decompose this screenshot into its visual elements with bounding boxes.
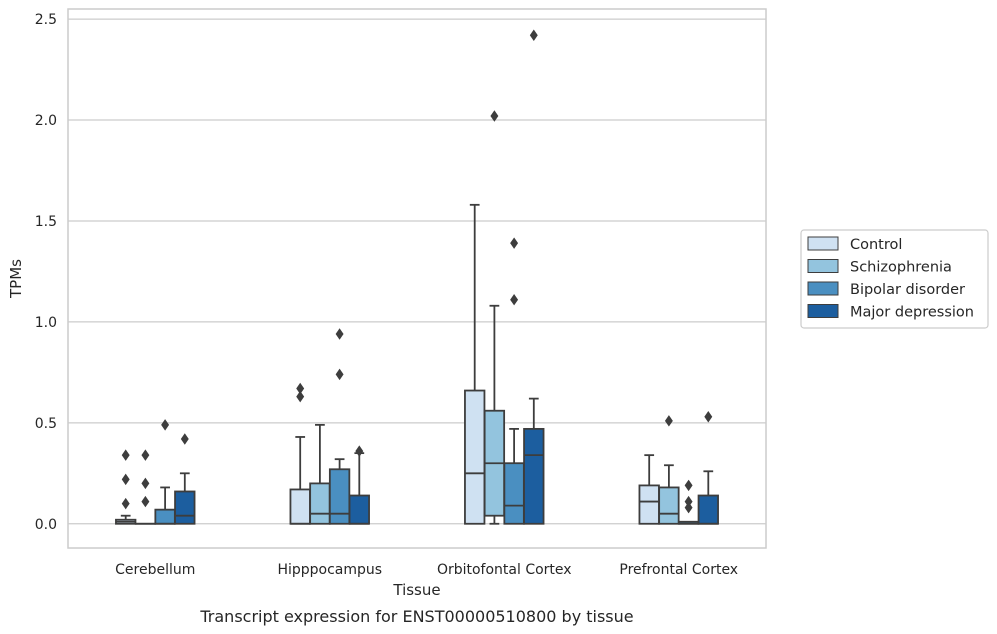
outlier-point [529, 29, 538, 41]
outlier-point [296, 382, 305, 395]
legend-label: Schizophrenia [850, 260, 952, 276]
outlier-point [121, 497, 130, 510]
box-group [289, 328, 370, 525]
box [348, 494, 370, 525]
legend-swatch [807, 304, 839, 318]
y-tick-label: 0.0 [35, 517, 57, 533]
box [328, 468, 351, 525]
x-tick-label: Prefrontal Cortex [619, 562, 738, 578]
outlier-point [180, 433, 189, 445]
y-tick-labels: 0.0 0.5 1.0 1.5 2.0 2.5 [35, 12, 57, 533]
box [523, 427, 545, 525]
outlier-point [684, 479, 693, 492]
box [154, 508, 176, 525]
outlier-point [510, 237, 519, 249]
outlier-point [684, 495, 693, 508]
x-tick-label: Orbitofontal Cortex [437, 562, 572, 578]
y-tick-label: 0.5 [35, 416, 57, 432]
outlier-point [355, 445, 364, 457]
x-axis-label: Tissue [392, 581, 440, 599]
outlier-point [704, 411, 713, 423]
box-group [638, 411, 719, 525]
outlier-point [490, 110, 499, 122]
box [309, 482, 331, 525]
y-tick-label: 2.0 [35, 113, 57, 129]
outlier-point [141, 495, 150, 508]
legend-label: Major depression [850, 305, 974, 321]
outlier-point [510, 293, 519, 306]
y-axis-label: TPMs [7, 259, 25, 299]
box [658, 486, 680, 525]
box [638, 484, 660, 525]
legend-swatch [807, 236, 839, 251]
outlier-point [141, 449, 150, 461]
box [289, 488, 311, 525]
box-group [115, 419, 196, 525]
outlier-point [664, 415, 673, 427]
x-tick-label: Hipppocampus [277, 562, 382, 578]
legend-frame [800, 229, 989, 329]
outlier-point [296, 390, 305, 403]
legend-label: Control [850, 237, 902, 253]
legend-label: Bipolar disorder [850, 282, 965, 298]
outlier-point [141, 477, 150, 490]
box [503, 462, 525, 525]
y-tick-label: 2.5 [35, 12, 57, 28]
outlier-point [121, 449, 130, 461]
x-tick-labels: Cerebellum Hipppocampus Orbitofontal Corte… [115, 562, 738, 578]
x-tick-label: Cerebellum [115, 562, 195, 578]
legend-swatch [807, 259, 839, 273]
legend-swatch [807, 281, 839, 296]
box [464, 389, 486, 525]
figure-caption: Transcript expression for ENST0000051080… [199, 607, 633, 626]
outlier-point [121, 473, 130, 486]
legend: Control Schizophrenia Bipolar disorder Majo… [800, 229, 989, 329]
outlier-point [335, 368, 344, 381]
box [174, 490, 196, 525]
box [697, 494, 719, 525]
outlier-point [161, 419, 170, 431]
box-groups [115, 29, 719, 525]
outlier-point [684, 501, 693, 514]
outlier-point [335, 328, 344, 340]
box-group [464, 29, 545, 525]
y-tick-label: 1.0 [35, 315, 57, 331]
plot-area [67, 8, 767, 549]
y-tick-label: 1.5 [35, 214, 57, 230]
